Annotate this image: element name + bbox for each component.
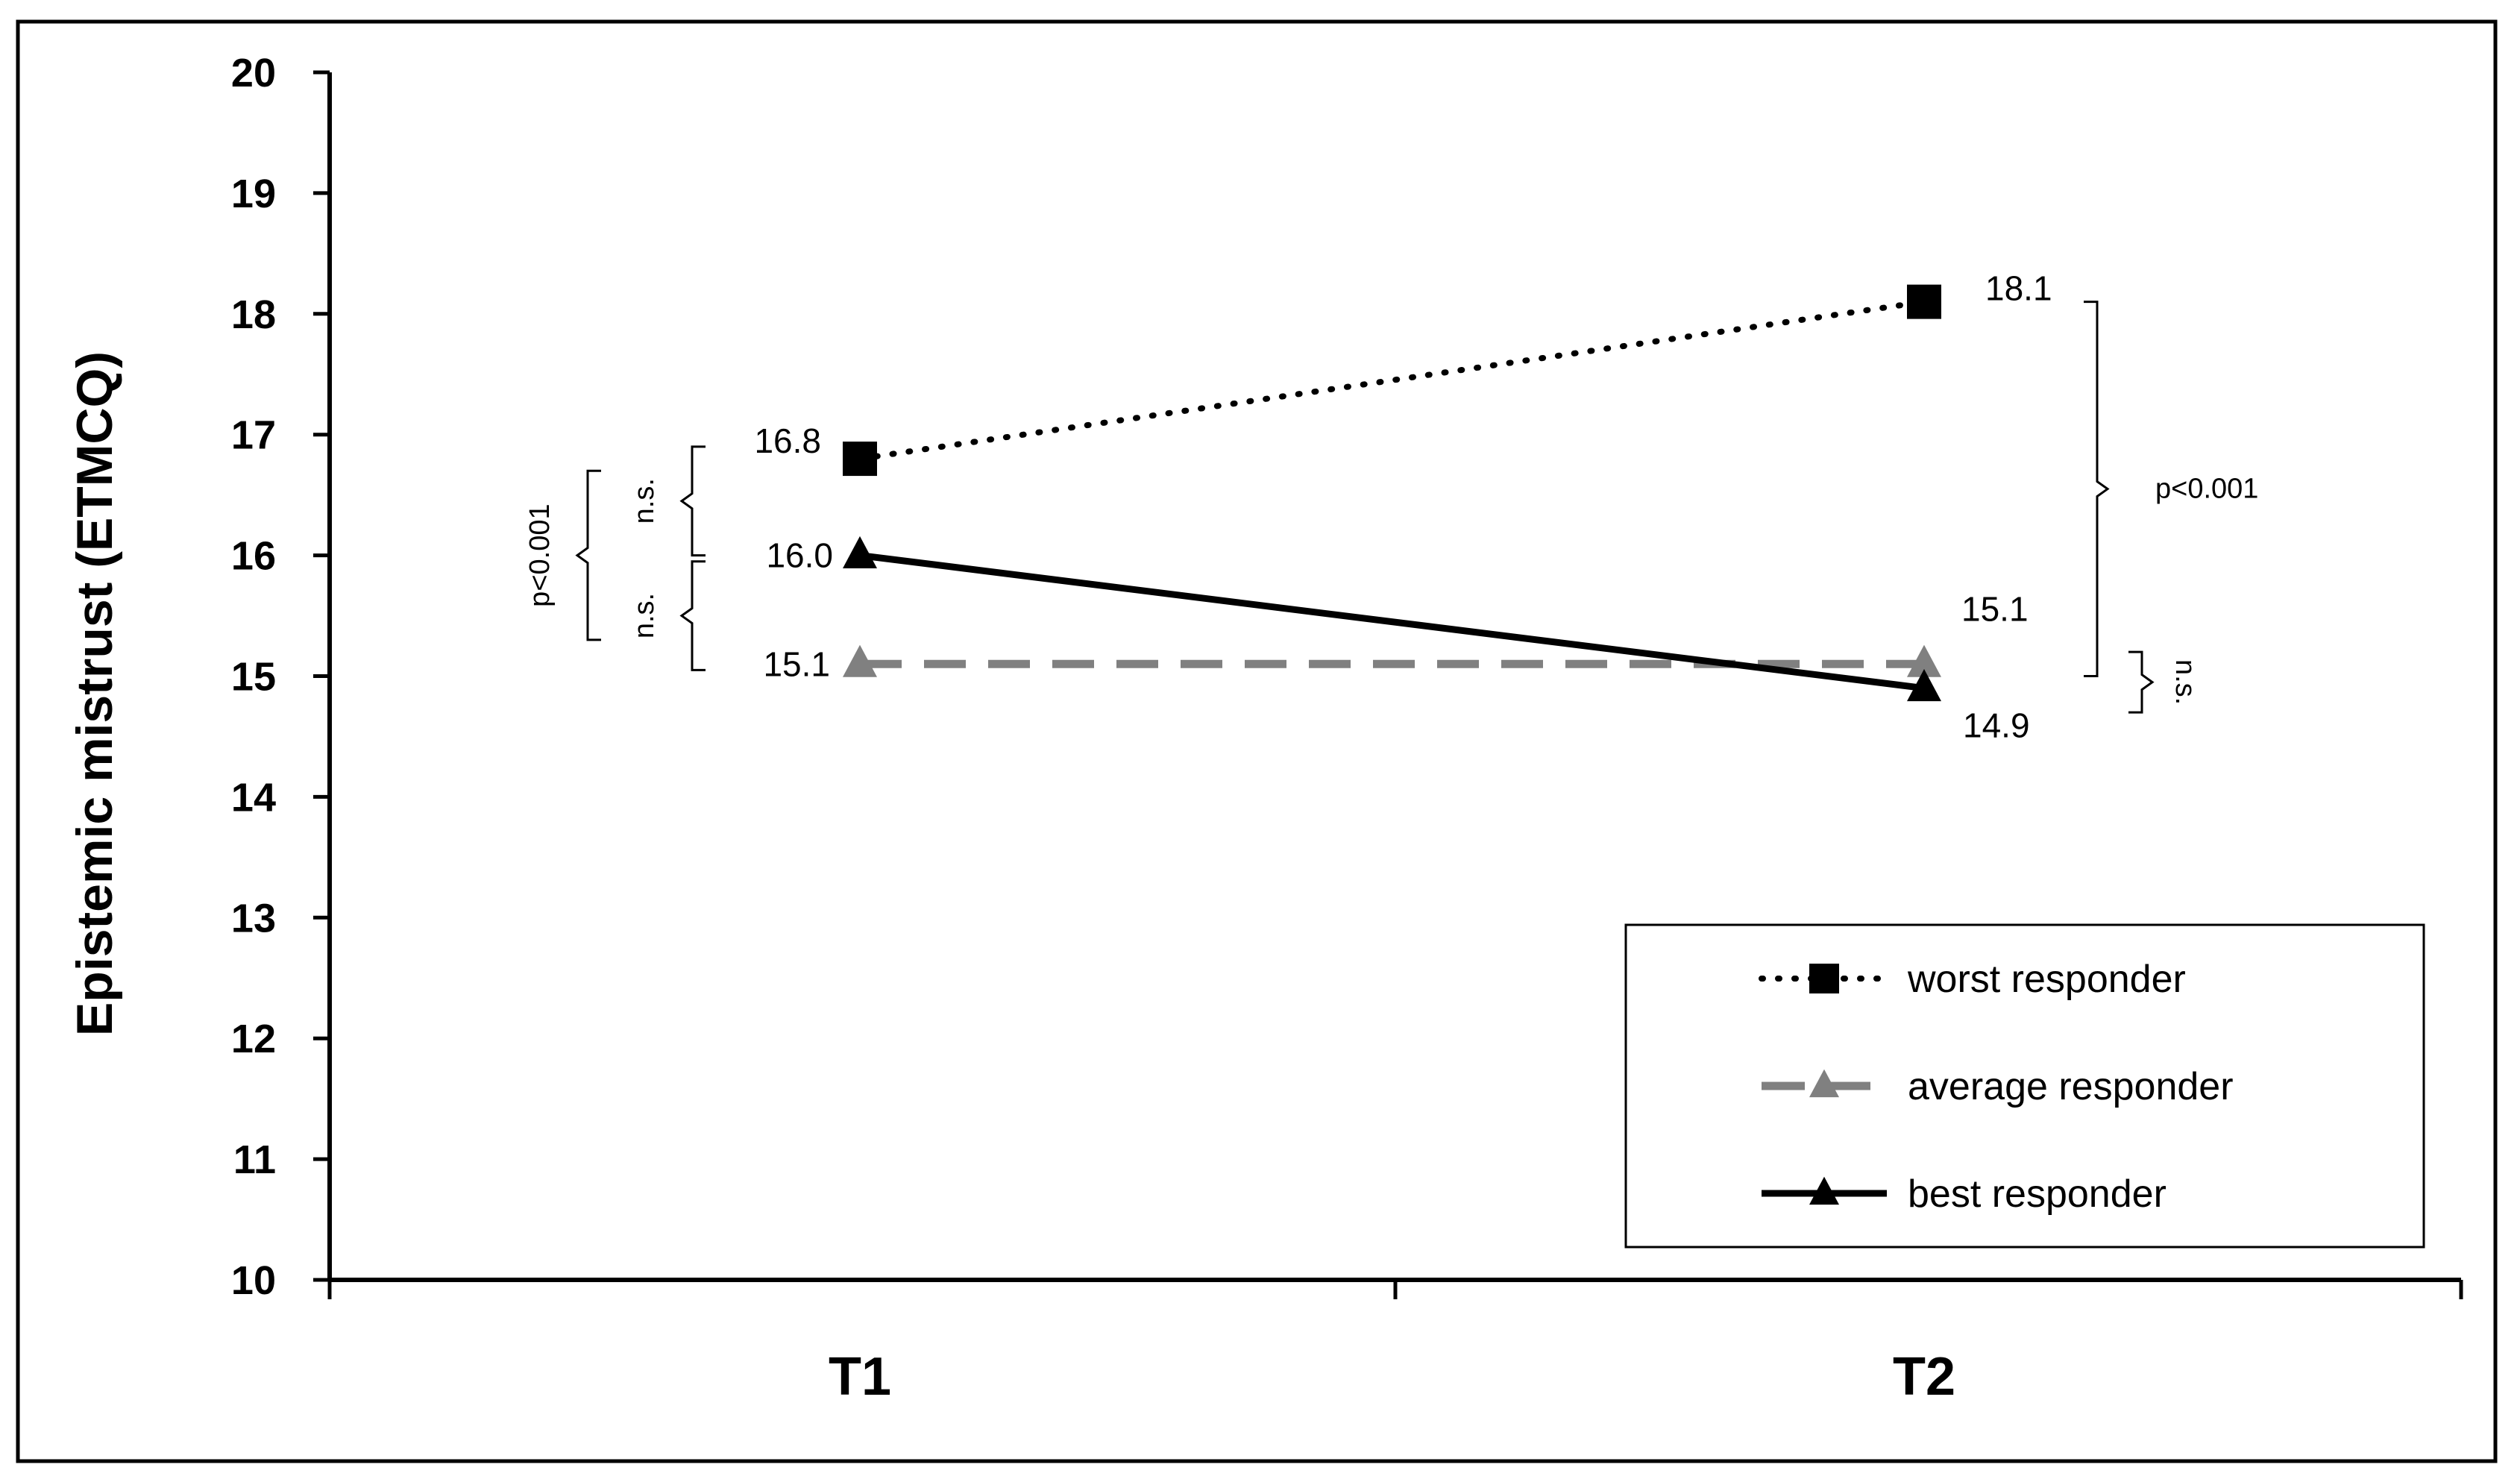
significance-annotations: n.s. n.s. p<0.001 p<0.001 n.s. <box>524 301 2258 714</box>
y-axis-title: Epistemic mistrust (ETMCQ) <box>66 351 123 1036</box>
x-tick-label: T1 <box>829 1347 891 1407</box>
legend-label: average responder <box>1908 1065 2234 1108</box>
x-tick-label: T2 <box>1893 1347 1955 1407</box>
legend-label: worst responder <box>1907 958 2186 1001</box>
data-label: 16.0 <box>766 536 833 575</box>
y-tick-label: 19 <box>231 172 276 216</box>
data-label: 14.9 <box>1963 706 2030 745</box>
legend: worst responder average responder best res… <box>1624 923 2425 1249</box>
series-layer <box>843 284 1941 702</box>
bracket-shape <box>2128 650 2155 714</box>
series-line <box>857 298 1927 462</box>
bracket-t2-worst-others: p<0.001 <box>2084 301 2258 677</box>
y-tick-label: 13 <box>231 896 276 941</box>
bracket-label: n.s. <box>629 593 660 638</box>
series-best-responder <box>843 536 1941 702</box>
data-point <box>1907 644 1941 677</box>
legend-item: best responder <box>1762 1172 2166 1216</box>
y-tick-label: 10 <box>231 1258 276 1303</box>
bracket-label: n.s. <box>2169 659 2201 705</box>
data-point <box>1907 284 1941 319</box>
y-tick-label: 15 <box>231 655 276 700</box>
data-point <box>1907 669 1941 702</box>
y-tick-label: 18 <box>231 292 276 337</box>
legend-item: worst responder <box>1759 958 2186 1001</box>
bracket-t2-average-best: n.s. <box>2128 650 2201 714</box>
bracket-t1-best-average: n.s. <box>629 560 706 671</box>
bracket-shape <box>679 560 706 671</box>
legend-label: best responder <box>1908 1172 2166 1216</box>
data-label: 15.1 <box>763 644 830 683</box>
y-tick-label: 16 <box>231 534 276 579</box>
bracket-t1-overall: p<0.001 <box>524 469 601 641</box>
y-tick-label: 17 <box>231 413 276 458</box>
series-line <box>859 552 1925 692</box>
y-tick-label: 12 <box>231 1017 276 1061</box>
y-tick-label: 11 <box>233 1137 276 1182</box>
series-worst-responder <box>843 284 1941 477</box>
legend-item: average responder <box>1762 1065 2234 1108</box>
y-tick-label: 20 <box>231 51 276 95</box>
y-tick-label: 14 <box>231 775 276 820</box>
data-point <box>843 644 877 677</box>
data-label: 18.1 <box>1985 269 2052 308</box>
data-point <box>843 442 877 477</box>
bracket-shape <box>679 445 706 557</box>
legend-marker <box>1809 1176 1839 1205</box>
data-point <box>843 536 877 568</box>
data-label: 16.8 <box>754 421 821 460</box>
legend-marker <box>1809 964 1839 993</box>
bracket-t1-worst-best: n.s. <box>629 445 706 557</box>
x-ticks: T1 T2 <box>327 1280 2463 1407</box>
bracket-label: n.s. <box>629 478 660 524</box>
bracket-label: p<0.001 <box>2155 474 2258 505</box>
bracket-label: p<0.001 <box>524 503 556 606</box>
data-labels: 16.8 18.1 15.1 15.1 16.0 14.9 <box>754 269 2052 745</box>
legend-marker <box>1809 1069 1839 1098</box>
bracket-shape <box>2084 301 2110 677</box>
data-label: 15.1 <box>1961 589 2029 628</box>
y-ticks: 10 11 12 13 14 15 16 17 18 19 20 <box>231 51 330 1303</box>
series-average-responder <box>843 644 1941 677</box>
bracket-shape <box>575 469 601 641</box>
